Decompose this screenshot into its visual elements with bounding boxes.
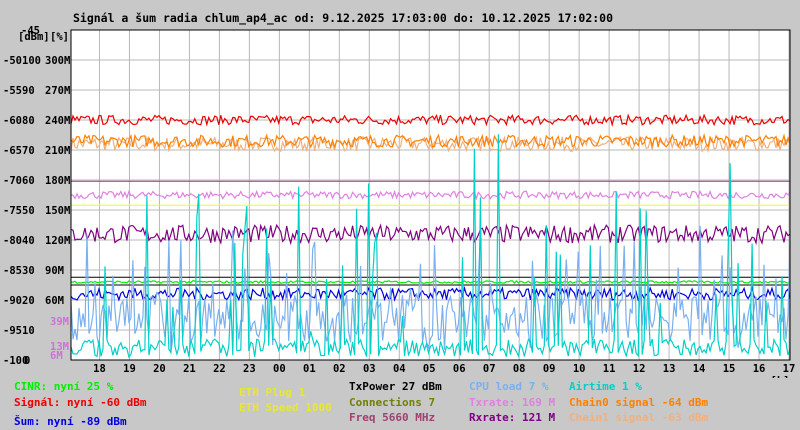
y-tick-dbm: -90 bbox=[3, 295, 22, 307]
y-tick-rate: 150M bbox=[45, 205, 70, 217]
y-tick-dbm: -70 bbox=[3, 175, 22, 187]
y-tick-extra: 39M bbox=[50, 316, 69, 328]
chart-title: Signál a šum radia chlum_ap4_ac od: 9.12… bbox=[72, 11, 614, 25]
y-tick-percent: 90 bbox=[22, 85, 35, 97]
y-tick-percent: 20 bbox=[22, 295, 35, 307]
x-tick-label: 16 bbox=[753, 363, 766, 375]
y-tick-dbm: -75 bbox=[3, 205, 22, 217]
series-noise-line bbox=[70, 285, 791, 303]
y-tick-dbm: -60 bbox=[3, 115, 22, 127]
legend: CINR: nyní 25 % Signál: nyní -60 dBm Šum… bbox=[0, 378, 800, 430]
y-tick-dbm: -45 bbox=[21, 25, 40, 37]
y-tick-rate: 210M bbox=[45, 145, 70, 157]
legend-rxrate: Rxrate: 121 M bbox=[469, 411, 556, 424]
x-tick-label: 05 bbox=[423, 363, 436, 375]
plot-area bbox=[71, 30, 790, 360]
x-tick-label: 15 bbox=[723, 363, 736, 375]
y-tick-rate: 180M bbox=[45, 175, 70, 187]
y-tick-percent: 40 bbox=[22, 235, 35, 247]
x-tick-label: 17 bbox=[783, 363, 796, 375]
y-tick-percent: 50 bbox=[22, 205, 35, 217]
y-tick-rate: 60M bbox=[45, 295, 64, 307]
series-chain0-line bbox=[70, 132, 791, 150]
series-rxrate-line bbox=[70, 222, 791, 246]
x-tick-label: 11 bbox=[603, 363, 616, 375]
x-tick-label: 22 bbox=[213, 363, 226, 375]
y-tick-percent: 30 bbox=[22, 265, 35, 277]
x-tick-label: 10 bbox=[573, 363, 586, 375]
x-tick-label: 00 bbox=[273, 363, 286, 375]
x-tick-label: 19 bbox=[123, 363, 136, 375]
legend-eth-speed: ETH Speed 1000 bbox=[239, 401, 332, 414]
y-tick-extra: 13M bbox=[50, 341, 69, 353]
y-tick-percent: 70 bbox=[22, 145, 35, 157]
legend-txpower: TxPower 27 dBm bbox=[349, 380, 442, 393]
y-unit-percent: [%] bbox=[50, 31, 69, 43]
x-tick-label: 18 bbox=[93, 363, 106, 375]
series-signal-line bbox=[70, 113, 791, 128]
x-tick-label: 08 bbox=[513, 363, 526, 375]
plot-border bbox=[70, 29, 791, 361]
series-txrate-line bbox=[70, 189, 791, 201]
y-tick-percent: 10 bbox=[22, 325, 35, 337]
x-tick-label: 14 bbox=[693, 363, 706, 375]
legend-chain1: Chain1 signal -63 dBm bbox=[569, 411, 709, 424]
legend-eth-plug: ETH Plug 1 bbox=[239, 386, 306, 399]
y-tick-dbm: -100 bbox=[3, 355, 28, 367]
y-tick-rate: 120M bbox=[45, 235, 70, 247]
y-tick-rate: 270M bbox=[45, 85, 70, 97]
series-cinr-line bbox=[70, 280, 791, 284]
x-tick-label: 01 bbox=[303, 363, 316, 375]
legend-freq: Freq 5660 MHz bbox=[349, 411, 436, 424]
x-tick-label: 21 bbox=[183, 363, 196, 375]
legend-noise: Šum: nyní -89 dBm bbox=[14, 415, 127, 428]
x-tick-label: 20 bbox=[153, 363, 166, 375]
y-tick-dbm: -50 bbox=[3, 55, 22, 67]
legend-airtime: Airtime 1 % bbox=[569, 380, 642, 393]
y-tick-dbm: -80 bbox=[3, 235, 22, 247]
x-tick-label: 07 bbox=[483, 363, 496, 375]
y-tick-percent: 80 bbox=[22, 115, 35, 127]
x-tick-label: 12 bbox=[633, 363, 646, 375]
y-tick-dbm: -55 bbox=[3, 85, 22, 97]
x-tick-label: 06 bbox=[453, 363, 466, 375]
y-tick-percent: 100 bbox=[22, 55, 41, 67]
legend-txrate: Txrate: 169 M bbox=[469, 396, 556, 409]
y-tick-dbm: -95 bbox=[3, 325, 22, 337]
y-tick-rate: 240M bbox=[45, 115, 70, 127]
series-airtime-line bbox=[70, 134, 791, 359]
y-unit-dbm: [dBm] bbox=[18, 31, 50, 43]
x-tick-label: 09 bbox=[543, 363, 556, 375]
y-tick-rate: 300M bbox=[45, 55, 70, 67]
legend-signal: Signál: nyní -60 dBm bbox=[14, 396, 147, 409]
x-tick-label: 13 bbox=[663, 363, 676, 375]
x-unit-label: [h] bbox=[771, 375, 790, 378]
y-tick-dbm: -65 bbox=[3, 145, 22, 157]
x-tick-label: 23 bbox=[243, 363, 256, 375]
x-tick-label: 04 bbox=[393, 363, 406, 375]
signal-noise-chart: -45-50 100 300M-55 90 270M-60 80 240M-65 70 210M… bbox=[3, 25, 796, 378]
y-tick-rate: 90M bbox=[45, 265, 64, 277]
series-chain1-line bbox=[70, 135, 791, 154]
y-tick-extra: 6M bbox=[50, 350, 63, 362]
legend-cpu: CPU load 7 % bbox=[469, 380, 549, 393]
legend-cinr: CINR: nyní 25 % bbox=[14, 380, 114, 393]
legend-connections: Connections 7 bbox=[349, 396, 436, 409]
legend-chain0: Chain0 signal -64 dBm bbox=[569, 396, 709, 409]
y-tick-percent: 60 bbox=[22, 175, 35, 187]
y-tick-percent: 0 bbox=[24, 355, 30, 367]
x-tick-label: 03 bbox=[363, 363, 376, 375]
y-tick-dbm: -85 bbox=[3, 265, 22, 277]
x-tick-label: 02 bbox=[333, 363, 346, 375]
